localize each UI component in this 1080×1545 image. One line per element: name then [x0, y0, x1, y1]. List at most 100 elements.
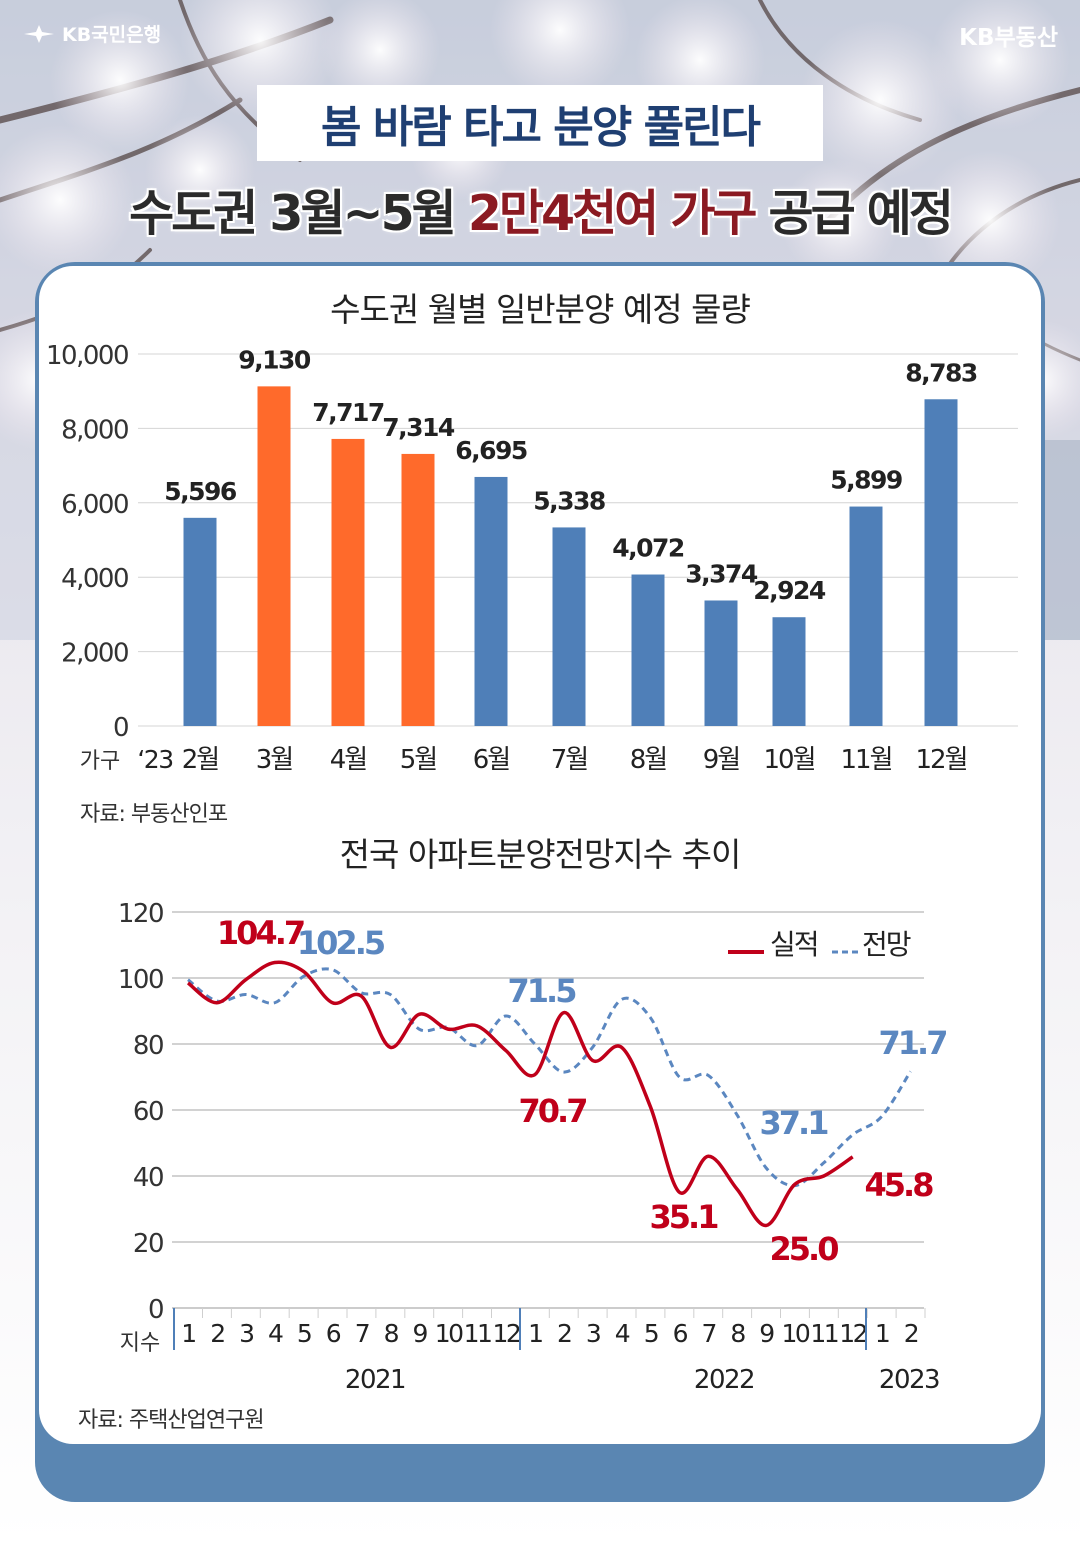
line-x-tick-label: 9: [759, 1319, 774, 1348]
line-y-tick-label: 100: [118, 965, 163, 995]
line-x-tick-label: 5: [644, 1319, 658, 1348]
bar: [849, 506, 883, 726]
bar-y-tick-label: 0: [113, 713, 128, 743]
line-x-tick-label: 4: [268, 1319, 283, 1348]
bar-value-label: 7,717: [312, 398, 384, 427]
line-x-tick-label: 2: [557, 1319, 571, 1348]
bar-chart-source: 자료: 부동산인포: [80, 802, 228, 827]
line-x-tick-label: 10: [435, 1319, 463, 1348]
bar: [401, 453, 435, 726]
bar-value-label: 7,314: [382, 413, 455, 442]
line-annotation: 104.7: [217, 914, 304, 952]
bar-y-tick-label: 8,000: [61, 415, 128, 445]
line-x-tick-label: 7: [701, 1319, 715, 1348]
year-label: 2022: [694, 1365, 754, 1395]
line-y-tick-label: 20: [133, 1229, 163, 1259]
bar-y-tick-label: 6,000: [61, 490, 128, 520]
subtitle-text: 봄 바람 타고 분양 풀린다: [320, 102, 761, 153]
line-x-tick-label: 6: [673, 1319, 688, 1348]
bar-x-tick-label: 10월: [763, 745, 814, 775]
legend-actual-label: 실적: [770, 928, 818, 961]
line-x-tick-label: 4: [615, 1319, 630, 1348]
bar-chart: 0 2,000 4,000 6,000 8,000 10,000 5,596 2월 9,130 3…: [46, 341, 1018, 775]
content-card: [39, 266, 1041, 1444]
bar-value-label: 9,130: [238, 345, 311, 374]
headline-highlight: 2만4천여 가구: [467, 185, 758, 242]
line-x-tick-label: 1: [875, 1319, 889, 1348]
line-x-tick-label: 12: [492, 1319, 519, 1348]
line-y-tick-label: 40: [133, 1163, 163, 1193]
line-annotation: 70.7: [519, 1092, 587, 1130]
brand-logo-left: KB국민은행: [22, 20, 161, 47]
line-x-tick-label: 1: [181, 1319, 195, 1348]
line-x-tick-label: 5: [297, 1319, 311, 1348]
bar-x-tick-label: 11월: [840, 745, 891, 775]
bar-y-tick-label: 2,000: [61, 639, 128, 669]
bar: [257, 386, 291, 726]
line-x-tick-label: 11: [810, 1319, 837, 1348]
bar-value-label: 5,338: [533, 486, 605, 515]
line-annotation: 102.5: [297, 924, 385, 962]
bar-value-label: 8,783: [905, 358, 977, 387]
bar-y-tick-label: 10,000: [46, 341, 128, 371]
bar-x-tick-label: 9월: [703, 745, 740, 775]
line-annotation: 37.1: [760, 1104, 829, 1142]
line-annotation: 71.7: [879, 1024, 947, 1062]
bar-x-tick-label: 2월: [182, 745, 219, 775]
headline: 수도권 3월~5월 2만4천여 가구 공급 예정: [0, 174, 1080, 245]
bar-y-unit-label: 가구: [80, 749, 120, 774]
bar-x-tick-label: 12월: [915, 745, 966, 775]
line-x-tick-label: 6: [326, 1319, 341, 1348]
line-y-tick-label: 0: [148, 1295, 163, 1325]
bar: [474, 476, 508, 726]
subtitle-banner: 봄 바람 타고 분양 풀린다: [257, 85, 823, 161]
year-label: 2021: [345, 1365, 405, 1395]
line-x-tick-label: 8: [730, 1319, 745, 1348]
bar-value-label: 5,596: [164, 477, 237, 506]
bar: [704, 600, 738, 726]
bar-y-tick-label: 4,000: [61, 564, 128, 594]
line-annotation: 45.8: [865, 1166, 934, 1204]
bar: [552, 527, 586, 726]
line-annotation: 35.1: [650, 1198, 719, 1236]
year-label: 2023: [879, 1365, 939, 1395]
legend-forecast-label: 전망: [862, 928, 911, 961]
bar: [924, 399, 958, 726]
line-x-tick-label: 3: [586, 1319, 600, 1348]
kb-star-icon: [24, 24, 54, 43]
line-x-tick-label: 1: [528, 1319, 542, 1348]
headline-part2: 공급 예정: [754, 185, 954, 242]
line-chart-source: 자료: 주택산업연구원: [78, 1408, 265, 1433]
bar-value-label: 3,374: [685, 559, 758, 588]
bar-x-tick-label: 8월: [630, 745, 667, 775]
line-x-tick-label: 11: [464, 1319, 491, 1348]
line-x-tick-label: 12: [839, 1319, 866, 1348]
line-y-tick-label: 80: [133, 1031, 163, 1061]
bar-value-label: 6,695: [455, 436, 527, 465]
line-annotation: 71.5: [508, 972, 577, 1010]
bar-value-label: 4,072: [612, 534, 684, 563]
line-chart-title: 전국 아파트분양전망지수 추이: [339, 835, 742, 874]
bar-value-label: 2,924: [753, 576, 826, 605]
line-x-tick-label: 2: [904, 1319, 918, 1348]
bar: [331, 438, 365, 726]
line-y-unit-label: 지수: [120, 1331, 160, 1356]
brand-logo-right: KB부동산: [959, 25, 1058, 51]
line-x-tick-label: 2: [210, 1319, 224, 1348]
line-y-tick-label: 60: [133, 1097, 163, 1127]
line-x-tick-label: 9: [412, 1319, 427, 1348]
line-x-tick-label: 8: [384, 1319, 399, 1348]
bar-chart-title: 수도권 월별 일반분양 예정 물량: [330, 290, 751, 329]
bar-x-tick-label: 7월: [551, 745, 588, 775]
bar: [631, 574, 665, 726]
line-x-tick-label: 7: [355, 1319, 369, 1348]
bar: [183, 517, 217, 726]
brand-left-text: KB국민은행: [62, 24, 162, 46]
bar-x-tick-label: 3월: [256, 745, 293, 775]
line-x-tick-label: 3: [239, 1319, 253, 1348]
bar-x-tick-label: 5월: [400, 745, 437, 775]
bar-year-label: ‘23: [137, 745, 172, 774]
line-x-tick-label: 10: [781, 1319, 809, 1348]
